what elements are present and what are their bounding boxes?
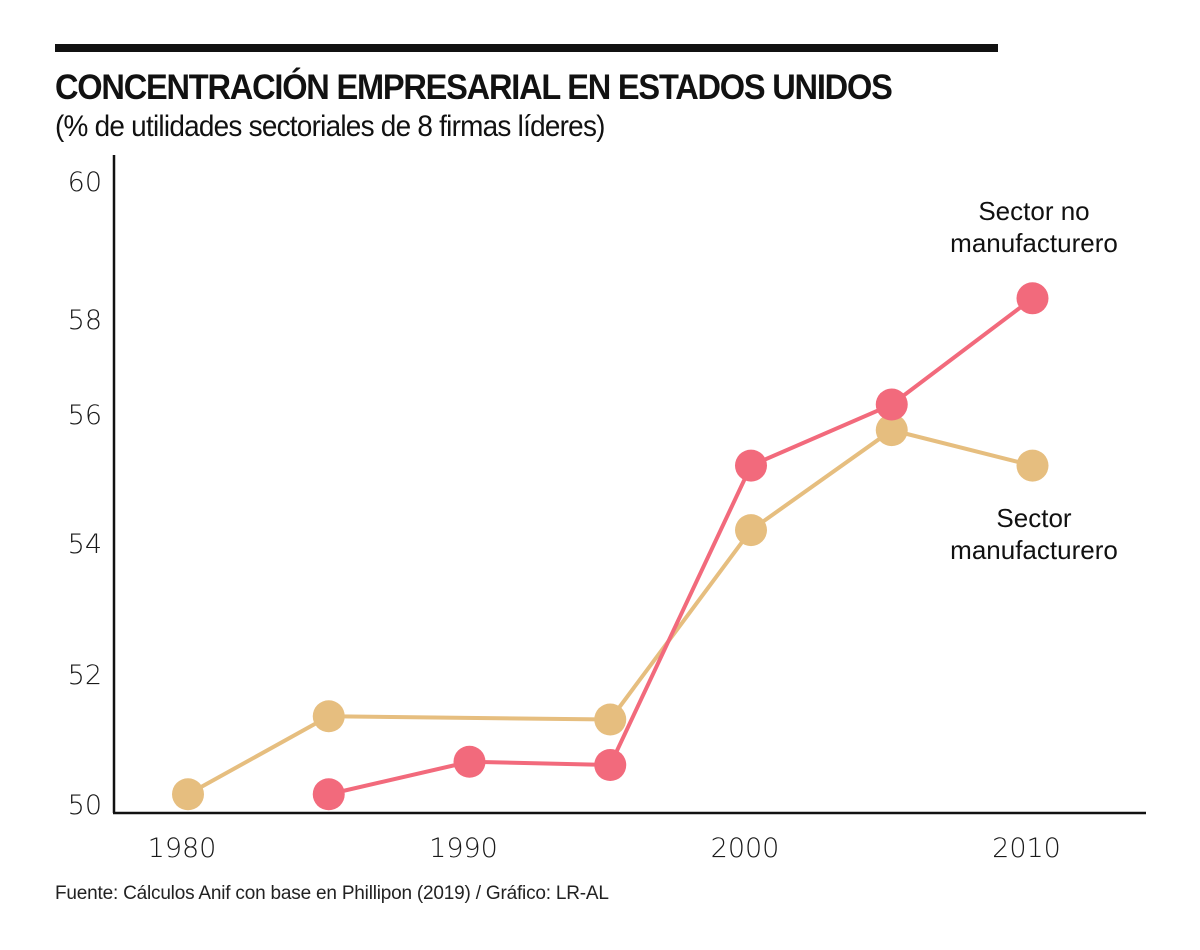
series-label: Sector no manufacturero: [950, 196, 1118, 258]
series-label: Sector manufacturero: [950, 503, 1118, 565]
data-point: [875, 388, 908, 421]
series-line: [187, 428, 1033, 796]
y-tick-label: 52: [68, 660, 102, 691]
source-note: Fuente: Cálculos Anif con base en Philli…: [55, 883, 609, 904]
chart-subtitle: (% de utilidades sectoriales de 8 firmas…: [55, 110, 605, 143]
series-label-line: Sector: [996, 503, 1071, 533]
data-point: [1016, 282, 1049, 315]
top-rule: [55, 44, 998, 52]
y-tick-label: 56: [68, 400, 102, 431]
x-tick-label: 2000: [711, 833, 780, 864]
series-line: [328, 296, 1034, 797]
x-tick-label: 1990: [429, 833, 498, 864]
series-points: [172, 282, 1049, 811]
data-point: [735, 514, 767, 547]
y-tick-labels: 50 52 54 56 58 60: [68, 167, 102, 821]
x-tick-label: 1980: [148, 833, 217, 864]
y-tick-label: 60: [68, 167, 102, 198]
y-tick-label: 58: [68, 305, 102, 336]
x-tick-label: 2010: [992, 833, 1061, 864]
data-point: [172, 778, 204, 811]
series-label-line: manufacturero: [950, 228, 1118, 258]
data-point: [1016, 449, 1049, 482]
series-label-line: Sector no: [978, 196, 1089, 226]
y-tick-label: 54: [68, 529, 102, 560]
data-point: [594, 703, 627, 736]
axes: [112, 155, 1146, 815]
data-point: [453, 745, 486, 778]
data-point: [312, 778, 345, 811]
series-label-line: manufacturero: [950, 535, 1118, 565]
y-tick-label: 50: [68, 790, 102, 821]
series-lines: [187, 296, 1034, 797]
data-point: [312, 700, 345, 733]
data-point: [594, 749, 627, 781]
x-tick-labels: 1980 1990 2000 2010: [148, 833, 1061, 864]
data-point: [875, 414, 908, 447]
data-point: [735, 449, 767, 482]
chart-title: CONCENTRACIÓN EMPRESARIAL EN ESTADOS UNI…: [55, 68, 893, 107]
